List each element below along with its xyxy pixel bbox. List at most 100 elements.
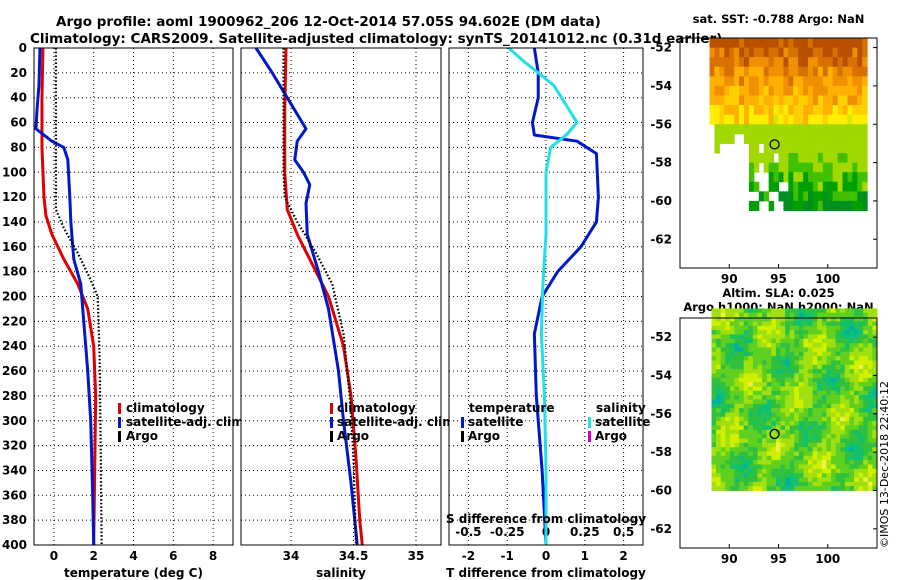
sla-cell xyxy=(826,403,832,409)
sla-cell xyxy=(771,321,777,327)
sla-cell xyxy=(872,386,878,392)
sla-cell xyxy=(831,412,837,418)
sla-cell xyxy=(762,468,768,474)
sla-cell xyxy=(725,364,731,370)
sst-cell xyxy=(714,105,720,116)
sla-cell xyxy=(854,425,860,431)
sst-cell xyxy=(729,76,735,87)
sst-cell xyxy=(768,105,775,116)
sst-cell xyxy=(719,76,725,87)
sla-cell xyxy=(821,360,827,366)
sst-cell xyxy=(822,85,829,96)
sst-cell xyxy=(842,200,848,211)
sla-cell xyxy=(863,334,869,340)
sla-cell xyxy=(844,412,850,418)
sla-cell xyxy=(780,434,786,439)
y-tick-label: -60 xyxy=(650,484,672,498)
sla-cell xyxy=(872,325,878,331)
sst-cell xyxy=(709,66,715,77)
sla-cell xyxy=(798,325,804,331)
sla-cell xyxy=(725,317,731,322)
sst-cell xyxy=(768,38,775,49)
sst-cell xyxy=(822,114,829,125)
sla-cell xyxy=(812,360,818,366)
sla-cell xyxy=(812,325,818,331)
sla-cell xyxy=(812,343,818,348)
sla-cell xyxy=(711,468,717,474)
sst-cell xyxy=(783,162,789,173)
sst-cell xyxy=(783,200,789,211)
sla-cell xyxy=(849,473,855,478)
sla-cell xyxy=(794,434,800,439)
sla-cell xyxy=(835,351,841,357)
sla-cell xyxy=(771,412,777,418)
sla-cell xyxy=(840,447,846,452)
sla-cell xyxy=(729,477,735,483)
sla-cell xyxy=(858,408,864,413)
sla-cell xyxy=(872,399,878,405)
sla-cell xyxy=(844,473,850,478)
sla-cell xyxy=(863,477,869,483)
sst-cell xyxy=(857,38,863,49)
sla-cell xyxy=(826,473,832,478)
y-tick-label: 100 xyxy=(2,165,27,179)
sla-cell xyxy=(840,360,846,366)
sla-cell xyxy=(734,356,740,361)
sla-cell xyxy=(867,403,873,409)
sla-cell xyxy=(840,356,846,361)
sla-cell xyxy=(775,364,781,370)
sla-cell xyxy=(867,481,873,487)
sla-cell xyxy=(798,330,804,335)
sst-cell xyxy=(822,181,829,192)
sst-cell xyxy=(822,38,829,49)
sla-cell xyxy=(808,399,814,405)
sla-cell xyxy=(826,364,832,370)
sla-cell xyxy=(835,460,841,465)
sla-cell xyxy=(729,447,735,452)
sla-cell xyxy=(757,412,763,418)
sst-cell xyxy=(832,124,839,135)
sla-cell xyxy=(752,477,758,483)
sla-cell xyxy=(766,447,772,452)
sla-cell xyxy=(817,399,823,405)
sla-cell xyxy=(775,464,781,470)
sla-cell xyxy=(771,369,777,374)
sla-cell xyxy=(821,386,827,392)
sla-cell xyxy=(748,481,754,487)
sla-cell xyxy=(849,360,855,366)
sla-cell xyxy=(711,395,717,400)
sla-cell xyxy=(734,460,740,465)
sla-cell xyxy=(757,325,763,331)
sla-cell xyxy=(734,408,740,413)
sla-cell xyxy=(803,334,809,340)
sla-cell xyxy=(720,429,726,435)
sla-cell xyxy=(854,399,860,405)
sla-cell xyxy=(794,321,800,327)
sst-cell xyxy=(827,153,834,164)
sla-cell xyxy=(757,356,763,361)
sla-cell xyxy=(711,334,717,340)
sst-cell xyxy=(852,47,858,58)
sla-cell xyxy=(867,390,873,396)
sla-cell xyxy=(734,416,740,422)
sst-cell xyxy=(817,133,824,144)
legend-label: climatology xyxy=(126,401,205,415)
sst-cell xyxy=(812,181,819,192)
y-tick-label: 400 xyxy=(2,538,27,552)
sla-cell xyxy=(849,347,855,353)
sst-cell xyxy=(709,95,715,106)
sla-cell xyxy=(739,473,745,478)
sla-cell xyxy=(785,382,791,387)
sla-cell xyxy=(808,377,814,383)
sla-cell xyxy=(863,317,869,322)
sla-cell xyxy=(739,360,745,366)
sla-cell xyxy=(798,425,804,431)
sla-cell xyxy=(849,403,855,409)
sla-cell xyxy=(725,425,731,431)
sla-cell xyxy=(716,395,722,400)
sst-cell xyxy=(822,76,829,87)
sla-cell xyxy=(826,425,832,431)
sla-cell xyxy=(854,377,860,383)
sla-cell xyxy=(849,395,855,400)
sla-cell xyxy=(743,312,749,318)
